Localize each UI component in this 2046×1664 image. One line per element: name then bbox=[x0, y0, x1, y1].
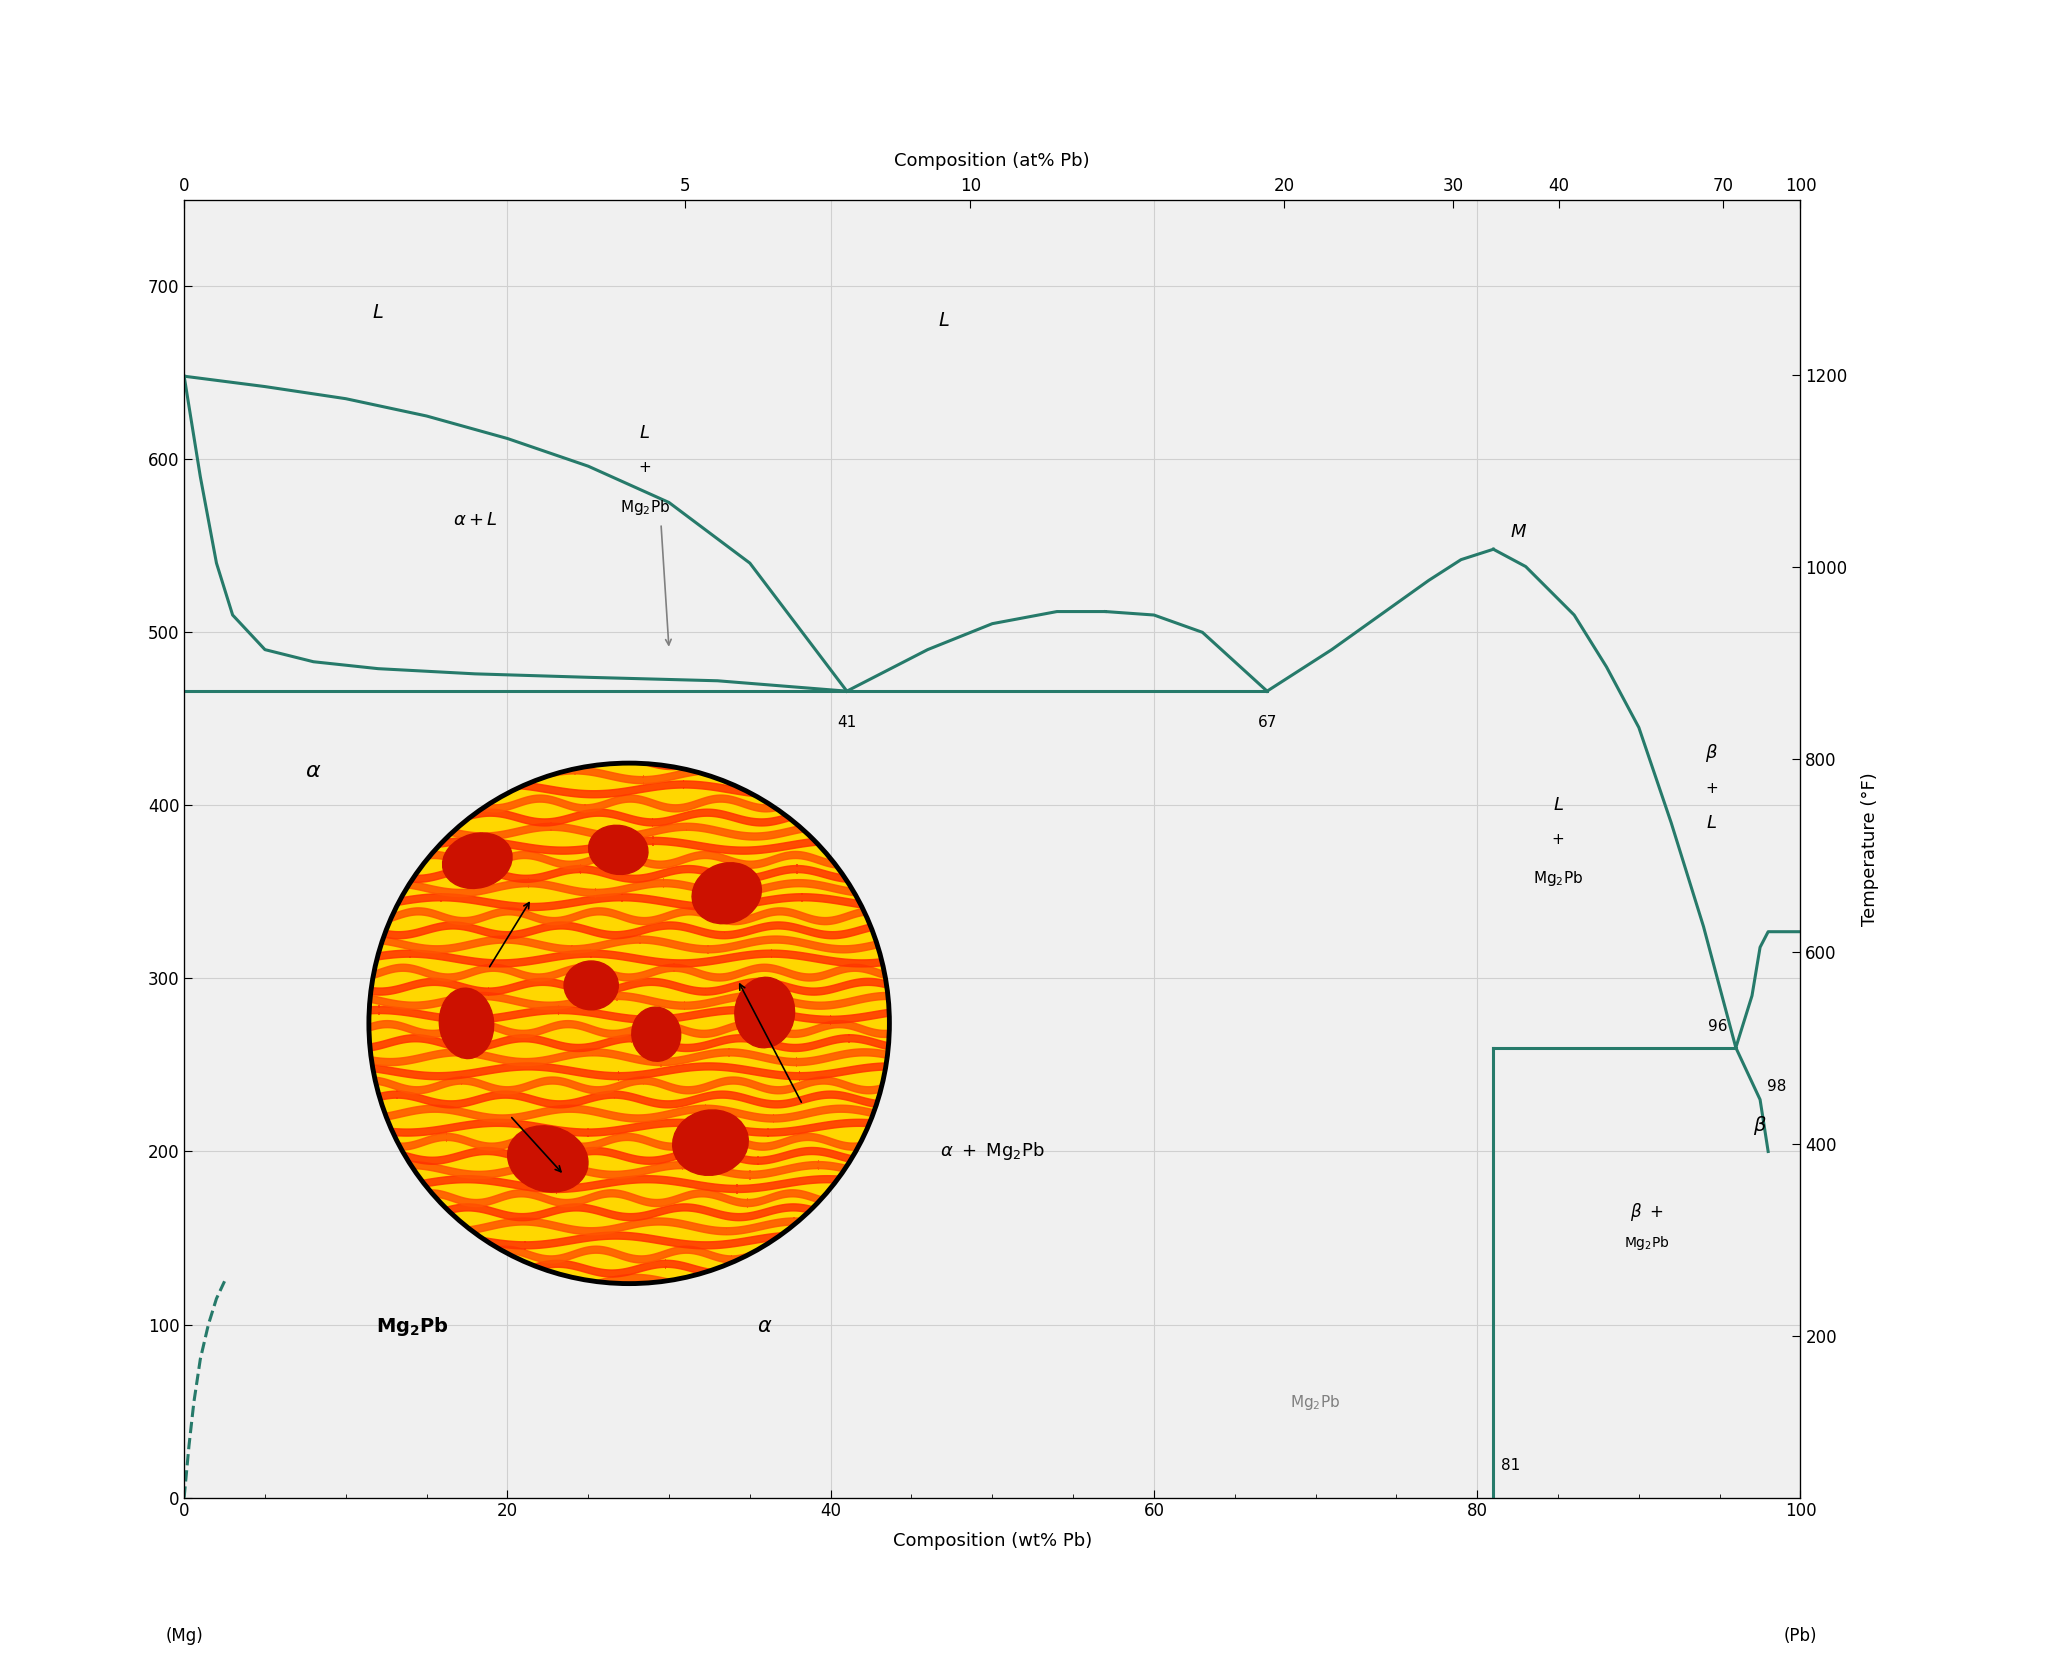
Ellipse shape bbox=[735, 977, 794, 1048]
Text: $\alpha$: $\alpha$ bbox=[757, 1316, 773, 1336]
Text: 96: 96 bbox=[1708, 1018, 1727, 1033]
Text: $\alpha\ +\ \mathrm{Mg_2Pb}$: $\alpha\ +\ \mathrm{Mg_2Pb}$ bbox=[939, 1140, 1046, 1163]
Text: $\alpha + L$: $\alpha + L$ bbox=[452, 511, 497, 529]
Ellipse shape bbox=[442, 834, 512, 889]
Ellipse shape bbox=[632, 1007, 681, 1062]
Text: $\beta\ +$: $\beta\ +$ bbox=[1631, 1201, 1663, 1223]
Text: $\beta$: $\beta$ bbox=[1753, 1113, 1768, 1137]
Text: (Pb): (Pb) bbox=[1784, 1627, 1817, 1646]
Text: $L$: $L$ bbox=[1706, 814, 1717, 832]
Ellipse shape bbox=[692, 862, 761, 924]
Text: 67: 67 bbox=[1258, 716, 1277, 730]
Text: $+$: $+$ bbox=[1551, 832, 1565, 847]
Text: $L$: $L$ bbox=[372, 303, 385, 321]
Text: $L$: $L$ bbox=[1553, 797, 1563, 814]
Ellipse shape bbox=[673, 1110, 749, 1175]
Text: 41: 41 bbox=[837, 716, 857, 730]
Ellipse shape bbox=[589, 825, 649, 875]
Text: $\mathrm{Mg_2Pb}$: $\mathrm{Mg_2Pb}$ bbox=[1625, 1235, 1670, 1253]
Text: (Mg): (Mg) bbox=[166, 1627, 203, 1646]
Text: $\mathrm{Mg_2Pb}$: $\mathrm{Mg_2Pb}$ bbox=[1291, 1393, 1340, 1413]
Y-axis label: Temperature (°F): Temperature (°F) bbox=[1862, 772, 1880, 925]
Text: $\beta$: $\beta$ bbox=[1704, 742, 1719, 764]
Text: $\mathrm{Mg_2Pb}$: $\mathrm{Mg_2Pb}$ bbox=[1532, 869, 1584, 887]
Ellipse shape bbox=[565, 962, 618, 1010]
Text: $L$: $L$ bbox=[638, 424, 651, 443]
Text: $\mathrm{Mg_2Pb}$: $\mathrm{Mg_2Pb}$ bbox=[620, 498, 669, 518]
Text: $+$: $+$ bbox=[638, 461, 651, 476]
Circle shape bbox=[368, 764, 890, 1283]
Text: 81: 81 bbox=[1502, 1458, 1520, 1473]
X-axis label: Composition (at% Pb): Composition (at% Pb) bbox=[894, 151, 1091, 170]
Text: $\alpha$: $\alpha$ bbox=[305, 760, 321, 780]
Text: $M$: $M$ bbox=[1510, 522, 1526, 541]
Text: $+$: $+$ bbox=[1704, 780, 1719, 795]
Ellipse shape bbox=[507, 1127, 587, 1191]
Ellipse shape bbox=[440, 988, 493, 1058]
Text: $\mathbf{Mg_2Pb}$: $\mathbf{Mg_2Pb}$ bbox=[376, 1316, 448, 1338]
X-axis label: Composition (wt% Pb): Composition (wt% Pb) bbox=[892, 1531, 1093, 1549]
Text: $L$: $L$ bbox=[937, 311, 949, 331]
Text: 98: 98 bbox=[1766, 1078, 1786, 1093]
